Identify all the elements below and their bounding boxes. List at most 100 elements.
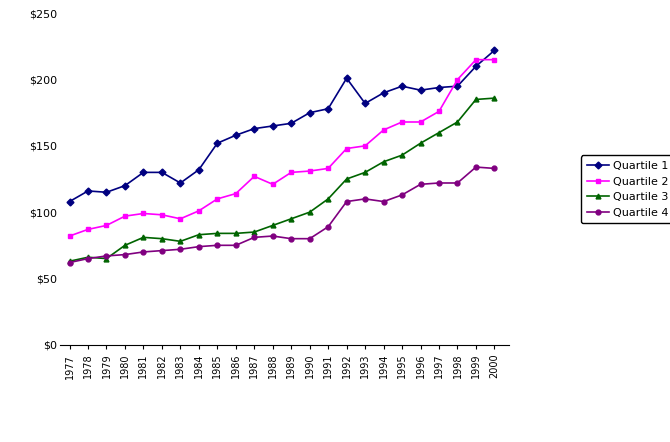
Quartile 2 [417,119,425,125]
Quartile 1 [417,88,425,93]
Quartile 4 [361,196,369,202]
Quartile 2 [213,196,221,202]
Quartile 2 [472,57,480,62]
Quartile 2 [195,208,203,213]
Quartile 1 [121,183,129,188]
Quartile 3 [213,231,221,236]
Quartile 1 [213,141,221,146]
Quartile 3 [417,141,425,146]
Quartile 1 [84,188,92,194]
Quartile 2 [251,174,259,179]
Quartile 3 [342,176,350,182]
Quartile 4 [398,192,406,198]
Quartile 3 [454,119,462,125]
Quartile 3 [324,196,332,202]
Quartile 1 [306,110,314,115]
Quartile 2 [361,143,369,149]
Quartile 4 [324,224,332,229]
Quartile 4 [176,247,184,252]
Quartile 2 [454,77,462,82]
Quartile 4 [490,166,498,171]
Quartile 3 [306,210,314,215]
Quartile 2 [324,166,332,171]
Quartile 3 [158,236,166,241]
Quartile 3 [490,95,498,101]
Quartile 4 [195,244,203,249]
Quartile 3 [398,152,406,158]
Quartile 4 [417,182,425,187]
Quartile 1 [380,90,388,95]
Line: Quartile 4: Quartile 4 [67,165,497,265]
Quartile 2 [176,216,184,221]
Quartile 1 [139,170,147,175]
Line: Quartile 2: Quartile 2 [67,57,497,238]
Quartile 4 [158,248,166,253]
Quartile 3 [176,239,184,244]
Quartile 2 [66,233,74,239]
Quartile 3 [472,97,480,102]
Quartile 1 [435,85,443,90]
Quartile 2 [287,170,295,175]
Quartile 2 [306,168,314,174]
Quartile 2 [398,119,406,125]
Quartile 4 [251,235,259,240]
Quartile 3 [232,231,240,236]
Quartile 1 [158,170,166,175]
Quartile 4 [342,199,350,204]
Quartile 1 [66,199,74,204]
Line: Quartile 3: Quartile 3 [67,96,497,263]
Quartile 1 [472,64,480,69]
Quartile 4 [380,199,388,204]
Quartile 1 [324,106,332,111]
Quartile 2 [84,227,92,232]
Quartile 3 [435,130,443,135]
Quartile 4 [103,253,111,259]
Quartile 2 [342,146,350,151]
Quartile 4 [472,164,480,170]
Quartile 3 [380,159,388,164]
Quartile 1 [176,180,184,186]
Quartile 2 [269,182,277,187]
Quartile 4 [139,249,147,255]
Quartile 4 [435,180,443,186]
Quartile 1 [454,84,462,89]
Quartile 4 [454,180,462,186]
Quartile 1 [269,123,277,129]
Quartile 4 [232,243,240,248]
Quartile 1 [251,126,259,131]
Quartile 1 [398,84,406,89]
Quartile 4 [213,243,221,248]
Quartile 2 [380,127,388,133]
Legend: Quartile 1, Quartile 2, Quartile 3, Quartile 4: Quartile 1, Quartile 2, Quartile 3, Quar… [581,156,670,223]
Quartile 1 [490,48,498,53]
Quartile 3 [139,235,147,240]
Quartile 1 [342,76,350,81]
Quartile 4 [84,256,92,261]
Quartile 2 [158,212,166,217]
Quartile 3 [121,243,129,248]
Quartile 4 [287,236,295,241]
Quartile 4 [66,260,74,265]
Quartile 4 [269,233,277,239]
Quartile 1 [103,190,111,195]
Quartile 1 [287,121,295,126]
Quartile 2 [103,223,111,228]
Quartile 3 [103,256,111,261]
Quartile 3 [66,259,74,264]
Quartile 1 [195,167,203,172]
Quartile 2 [490,57,498,62]
Quartile 2 [121,213,129,219]
Quartile 3 [361,170,369,175]
Quartile 3 [195,232,203,237]
Quartile 2 [435,109,443,114]
Quartile 2 [232,191,240,196]
Quartile 3 [287,216,295,221]
Quartile 1 [232,133,240,138]
Quartile 3 [84,255,92,260]
Line: Quartile 1: Quartile 1 [67,48,497,204]
Quartile 2 [139,211,147,216]
Quartile 4 [121,252,129,257]
Quartile 1 [361,101,369,106]
Quartile 3 [269,223,277,228]
Quartile 3 [251,229,259,235]
